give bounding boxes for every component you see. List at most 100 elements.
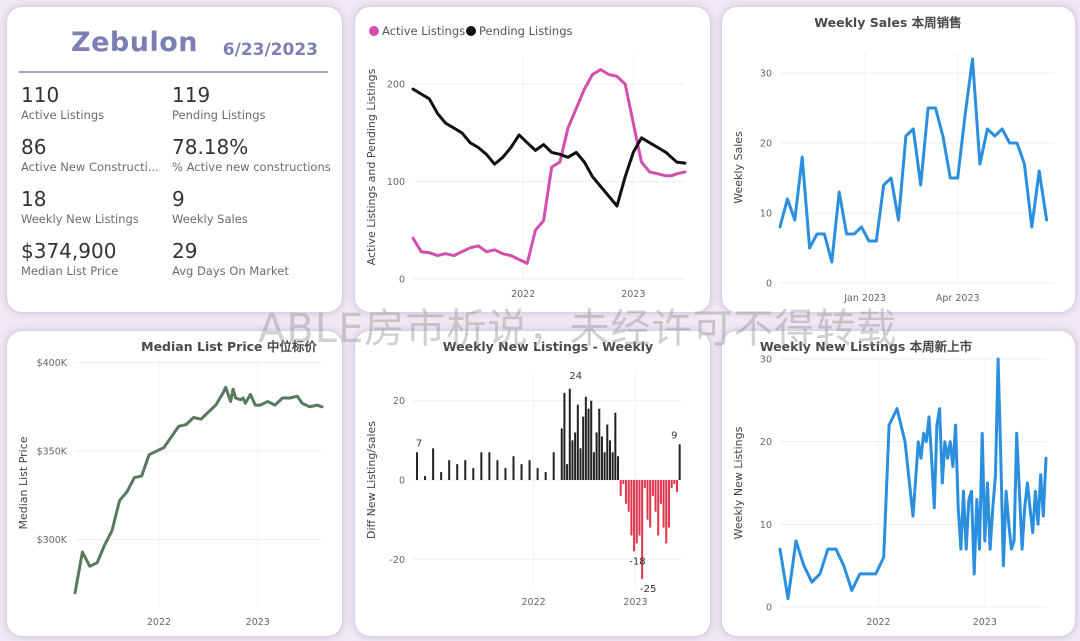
y-tick-label: 20 [760, 139, 772, 150]
y-tick-label: 30 [760, 69, 772, 80]
x-tick-label: 2022 [511, 289, 535, 300]
median-price-chart: Median List Price 中位标价 $300K $350K $400K 202… [17, 339, 324, 628]
series-line-median_price [73, 385, 324, 595]
y-tick-label: 0 [766, 603, 772, 614]
bar [544, 472, 547, 480]
bar [528, 460, 531, 480]
chart-title: Weekly New Listings 本周新上市 [760, 339, 973, 354]
bar [512, 456, 515, 480]
data-label: -25 [640, 584, 656, 595]
x-tick-label: 2022 [147, 617, 171, 628]
bar [633, 480, 636, 552]
y-tick-label: 10 [760, 520, 772, 531]
bar [643, 480, 646, 488]
kpi-active-listings: 110 Active Listings [21, 83, 171, 123]
data-label: 24 [569, 371, 582, 382]
bar [584, 396, 587, 480]
kpi-label: % Active new constructions [172, 160, 331, 174]
legend-label: Active Listings [382, 24, 465, 38]
series-line-active-listings [411, 68, 687, 265]
bar [496, 460, 499, 480]
bar [641, 480, 644, 580]
kpi-value: 18 [21, 187, 47, 211]
bar [665, 480, 668, 544]
chart-title: Weekly New Listings - Weekly [443, 339, 653, 354]
bar [568, 388, 571, 480]
kpi-weekly-sales: 9 Weekly Sales [172, 187, 322, 227]
kpi-pct-new-construction: 78.18% % Active new constructions [172, 135, 337, 175]
bar [536, 468, 539, 480]
bar [678, 444, 681, 480]
y-tick-label: 20 [760, 437, 772, 448]
kpi-value: 119 [172, 83, 211, 107]
y-tick-label: 20 [393, 396, 405, 407]
bar [646, 480, 649, 520]
bar [630, 480, 633, 536]
kpi-label: Weekly New Listings [21, 212, 139, 226]
x-tick-label: 2023 [621, 289, 645, 300]
bar [598, 408, 601, 480]
legend-label: Pending Listings [479, 24, 573, 38]
legend-marker [466, 26, 476, 36]
bar [627, 480, 630, 512]
bar [456, 464, 459, 480]
kpi-card: Zebulon 6/23/2023 110 Active Listings 11… [6, 6, 343, 313]
y-axis-label: Active Listings and Pending Listings [365, 68, 378, 265]
data-label: 7 [416, 438, 422, 449]
diff-listings-chart-card: Weekly New Listings - Weekly -20 0 20 2022 20… [354, 330, 711, 637]
x-tick-label: 2023 [623, 597, 647, 608]
y-tick-label: 0 [399, 476, 405, 487]
legend-marker [369, 26, 379, 36]
bar [590, 400, 593, 480]
bar [464, 460, 467, 480]
kpi-weekly-new-listings: 18 Weekly New Listings [21, 187, 171, 227]
bar [432, 448, 435, 480]
kpi-label: Avg Days On Market [172, 264, 289, 278]
x-tick-label: 2023 [246, 617, 270, 628]
bar [675, 480, 678, 492]
bar [472, 468, 475, 480]
bar [416, 452, 419, 480]
y-tick-label: 200 [387, 80, 405, 91]
kpi-value: $374,900 [21, 239, 117, 263]
bar [566, 464, 569, 480]
kpi-active-new-construction: 86 Active New Constructi... [21, 135, 171, 175]
bar [667, 480, 670, 528]
weekly-new-listings-chart: Weekly New Listings 本周新上市 0 10 20 30 2022 2023… [732, 339, 1048, 628]
bar [649, 480, 652, 528]
bar [638, 480, 641, 536]
chart-title: Median List Price 中位标价 [141, 339, 317, 354]
bar [619, 480, 622, 496]
bar [563, 392, 566, 480]
y-tick-label: 0 [399, 275, 405, 286]
bar [504, 468, 507, 480]
bar [654, 480, 657, 512]
y-tick-label: 10 [760, 209, 772, 220]
y-tick-label: 0 [766, 279, 772, 290]
bar [571, 440, 574, 480]
diff-listings-chart: Weekly New Listings - Weekly -20 0 20 2022 20… [365, 339, 681, 608]
bar [440, 472, 443, 480]
bar [595, 432, 598, 480]
listings-chart-card: Active Listings Pending Listings 0 100 200 20… [354, 6, 711, 313]
kpi-pending-listings: 119 Pending Listings [172, 83, 322, 123]
bar [600, 436, 603, 480]
data-label: 9 [671, 430, 677, 441]
bar [576, 404, 579, 480]
bar [635, 480, 638, 544]
kpi-value: 29 [172, 239, 198, 263]
report-date: 6/23/2023 [222, 40, 318, 60]
bar [587, 408, 590, 480]
bar [579, 448, 582, 480]
y-tick-label: $300K [37, 535, 68, 546]
kpi-median-list-price: $374,900 Median List Price [21, 239, 171, 279]
kpi-value: 86 [21, 135, 47, 159]
bar [552, 452, 555, 480]
kpi-value: 9 [172, 187, 185, 211]
bar [608, 440, 611, 480]
bar [611, 452, 614, 480]
kpi-label: Weekly Sales [172, 212, 248, 226]
kpi-label: Pending Listings [172, 108, 266, 122]
bar [657, 480, 660, 536]
kpi-avg-days-on-market: 29 Avg Days On Market [172, 239, 322, 279]
